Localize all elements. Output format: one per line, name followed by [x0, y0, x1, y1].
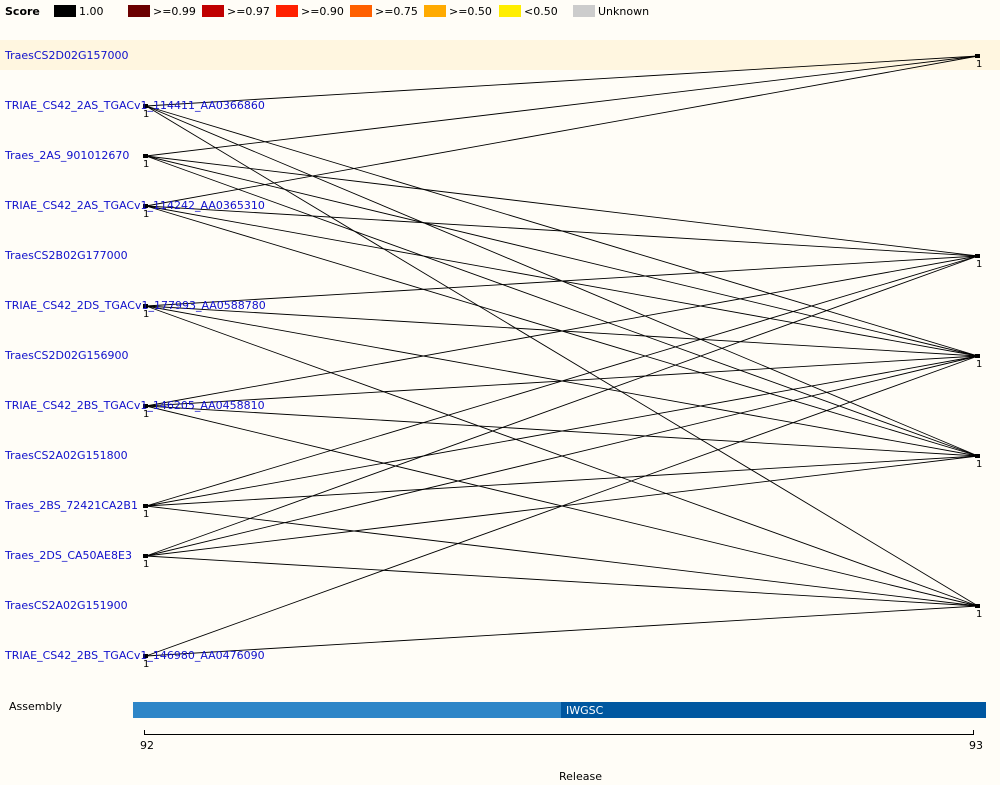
- gene-link[interactable]: TRIAE_CS42_2DS_TGACv1_177993_AA0588780: [5, 299, 266, 312]
- gene-link[interactable]: Traes_2AS_901012670: [5, 149, 130, 162]
- gene-link[interactable]: TRIAE_CS42_2AS_TGACv1_114411_AA0366860: [5, 99, 265, 112]
- ortholog-link: [145, 255, 979, 557]
- right-node-marker[interactable]: [975, 604, 980, 608]
- right-node-count: 1: [976, 59, 982, 70]
- legend-swatch-0-99: [128, 5, 150, 17]
- legend-label-unknown: Unknown: [598, 5, 650, 18]
- left-node-marker[interactable]: [143, 504, 148, 508]
- left-node-count: 1: [143, 159, 149, 170]
- ortholog-link: [145, 155, 979, 457]
- ortholog-link: [145, 605, 979, 657]
- release-tick-label-93: 93: [969, 739, 983, 752]
- release-axis-line: [144, 734, 974, 735]
- ortholog-link: [145, 155, 979, 257]
- legend-swatch-below-0-50: [499, 5, 521, 17]
- gene-link[interactable]: TRIAE_CS42_2AS_TGACv1_114242_AA0365310: [5, 199, 265, 212]
- legend-label-0-50: >=0.50: [449, 5, 492, 18]
- score-legend: Score 1.00 >=0.99 >=0.97 >=0.90 >=0.75 >…: [0, 0, 1000, 22]
- ortholog-link: [145, 455, 979, 507]
- legend-swatch-0-75: [350, 5, 372, 17]
- assembly-segment-label: IWGSC: [566, 704, 604, 717]
- gene-link[interactable]: TraesCS2A02G151800: [5, 449, 128, 462]
- left-node-marker[interactable]: [143, 554, 148, 558]
- gene-link[interactable]: TRIAE_CS42_2BS_TGACv1_146205_AA0458810: [5, 399, 265, 412]
- ortholog-link: [145, 355, 979, 507]
- legend-swatch-0-97: [202, 5, 224, 17]
- ortholog-link: [145, 55, 979, 107]
- left-node-count: 1: [143, 409, 149, 420]
- gene-link[interactable]: TraesCS2A02G151900: [5, 599, 128, 612]
- right-node-marker[interactable]: [975, 54, 980, 58]
- ortholog-link: [145, 105, 979, 607]
- ortholog-link: [145, 255, 979, 307]
- assembly-segment-iwgsc: [561, 702, 986, 718]
- right-node-count: 1: [976, 259, 982, 270]
- left-node-count: 1: [143, 559, 149, 570]
- release-axis-label: Release: [559, 770, 602, 783]
- left-node-count: 1: [143, 109, 149, 120]
- ortholog-link: [145, 205, 979, 257]
- right-node-count: 1: [976, 359, 982, 370]
- left-node-marker[interactable]: [143, 204, 148, 208]
- release-tick-93: [973, 730, 974, 735]
- ortholog-link: [145, 255, 979, 507]
- legend-label-0-99: >=0.99: [153, 5, 196, 18]
- right-node-marker[interactable]: [975, 254, 980, 258]
- left-node-count: 1: [143, 659, 149, 670]
- left-node-marker[interactable]: [143, 404, 148, 408]
- gene-link[interactable]: Traes_2DS_CA50AE8E3: [5, 549, 132, 562]
- left-node-marker[interactable]: [143, 104, 148, 108]
- right-node-count: 1: [976, 609, 982, 620]
- legend-label-0-90: >=0.90: [301, 5, 344, 18]
- ortholog-link: [145, 505, 979, 607]
- ortholog-link: [145, 155, 979, 357]
- legend-label-below-0-50: <0.50: [524, 5, 558, 18]
- legend-swatch-1-00: [54, 5, 76, 17]
- right-node-count: 1: [976, 459, 982, 470]
- gene-link[interactable]: Traes_2BS_72421CA2B1: [5, 499, 138, 512]
- release-tick-label-92: 92: [140, 739, 154, 752]
- gene-link[interactable]: TraesCS2B02G177000: [5, 249, 128, 262]
- ortholog-link: [145, 55, 979, 207]
- legend-label-0-97: >=0.97: [227, 5, 270, 18]
- ortholog-link: [145, 355, 979, 657]
- left-node-count: 1: [143, 209, 149, 220]
- right-node-marker[interactable]: [975, 454, 980, 458]
- left-node-count: 1: [143, 509, 149, 520]
- ortholog-link: [145, 255, 979, 407]
- legend-swatch-unknown: [573, 5, 595, 17]
- ortholog-link: [145, 55, 979, 157]
- legend-swatch-0-50: [424, 5, 446, 17]
- ortholog-link: [145, 555, 979, 607]
- assembly-segment-release-92: [133, 702, 561, 718]
- gene-link[interactable]: TRIAE_CS42_2BS_TGACv1_146980_AA0476090: [5, 649, 265, 662]
- gene-link[interactable]: TraesCS2D02G157000: [5, 49, 129, 62]
- legend-label-0-75: >=0.75: [375, 5, 418, 18]
- legend-title: Score: [5, 5, 40, 18]
- legend-swatch-0-90: [276, 5, 298, 17]
- assembly-label: Assembly: [9, 700, 63, 713]
- left-node-marker[interactable]: [143, 154, 148, 158]
- left-node-marker[interactable]: [143, 304, 148, 308]
- right-node-marker[interactable]: [975, 354, 980, 358]
- left-node-count: 1: [143, 309, 149, 320]
- gene-link-diagram: 1 1 1 1 1 1 1 1 1 1 1 1 1: [143, 54, 982, 670]
- legend-label-1-00: 1.00: [79, 5, 104, 18]
- gene-link[interactable]: TraesCS2D02G156900: [5, 349, 129, 362]
- left-node-marker[interactable]: [143, 654, 148, 658]
- ortholog-link: [145, 355, 979, 557]
- release-tick-92: [144, 730, 145, 735]
